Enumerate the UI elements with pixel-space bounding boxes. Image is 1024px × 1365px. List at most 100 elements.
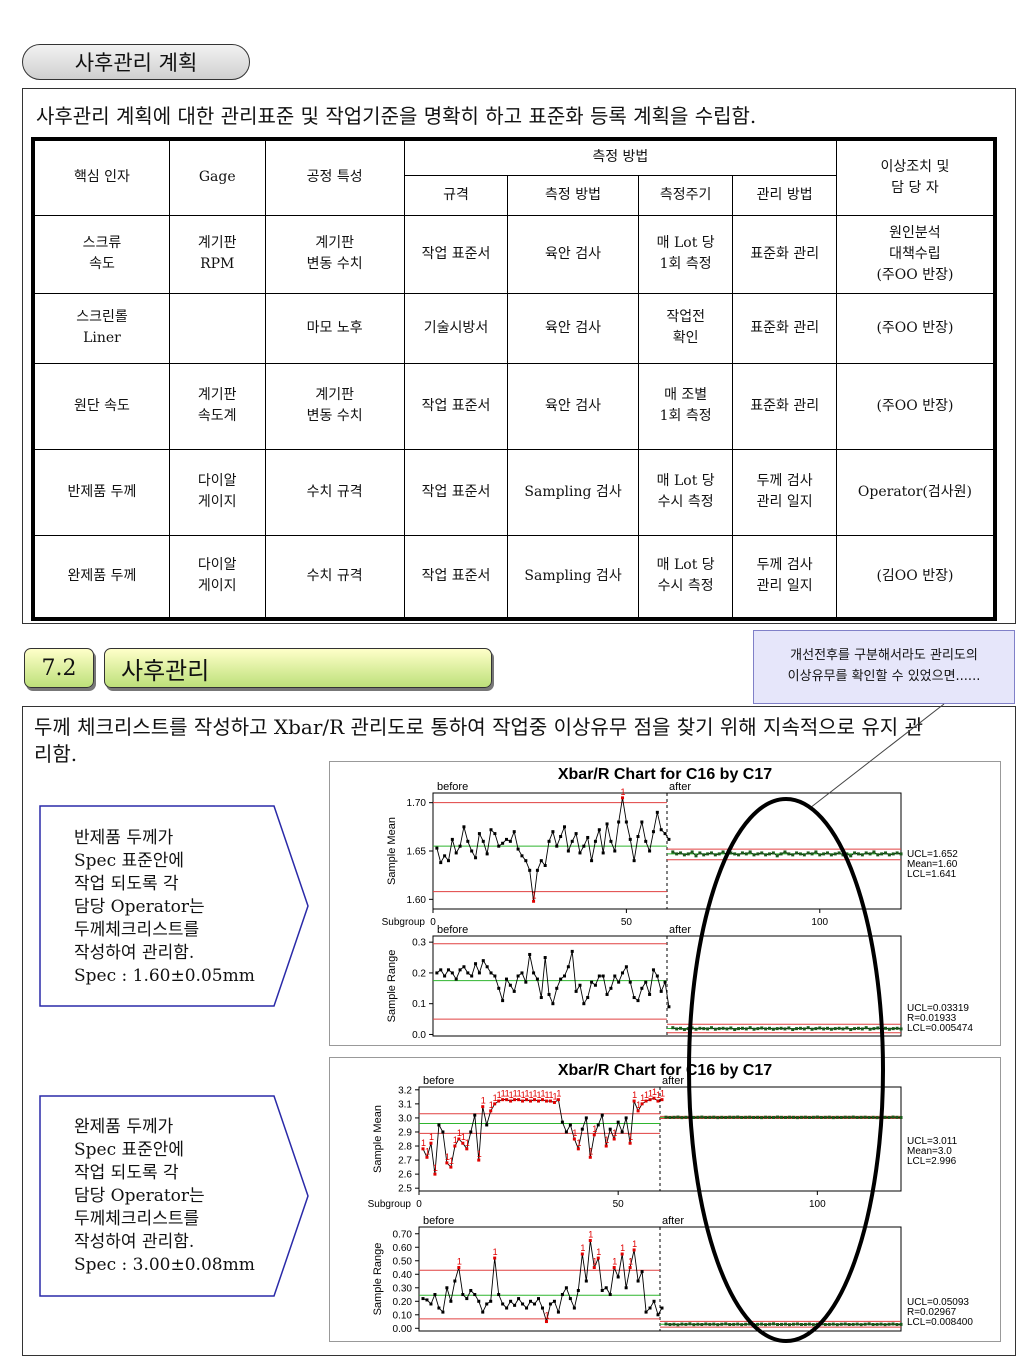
cell-key: 반제품 두께 — [32, 448, 170, 536]
data-point — [729, 851, 733, 855]
data-point — [616, 1120, 620, 1124]
data-point — [624, 965, 628, 969]
data-point — [680, 1116, 684, 1120]
data-point — [752, 1323, 756, 1327]
data-point — [552, 1299, 556, 1303]
data-point — [744, 852, 748, 856]
data-point — [462, 965, 466, 969]
data-point — [696, 1115, 700, 1119]
data-point — [584, 1116, 588, 1120]
out-of-control-flag: 1 — [537, 1090, 542, 1100]
data-point — [887, 853, 891, 857]
data-point — [883, 1115, 887, 1119]
data-point — [863, 1115, 867, 1119]
data-point — [597, 828, 601, 832]
data-point — [895, 851, 899, 855]
data-point — [891, 852, 895, 856]
data-point — [609, 986, 613, 990]
out-of-control-flag: 1 — [429, 1132, 434, 1142]
stage-label: after — [662, 1215, 684, 1227]
limit-label: LCL=0.005474 — [907, 1023, 973, 1034]
data-point — [501, 999, 505, 1003]
data-point — [713, 1027, 717, 1031]
data-point — [481, 1105, 485, 1109]
data-point — [787, 1026, 791, 1030]
limit-label: UCL=1.652 — [907, 849, 958, 860]
data-point — [802, 1027, 806, 1031]
y-tick-label: 2.6 — [398, 1170, 412, 1181]
data-point — [823, 1323, 827, 1327]
out-of-control-flag: 1 — [540, 1089, 545, 1099]
cell-gage: 다이알 게이지 — [168, 534, 266, 620]
data-point — [864, 1026, 868, 1030]
data-point — [640, 820, 644, 824]
data-point — [449, 1299, 453, 1303]
data-point — [764, 853, 768, 857]
y-tick-label: 0.50 — [393, 1256, 413, 1267]
data-point — [748, 1115, 752, 1119]
data-point — [437, 1306, 441, 1310]
data-point — [728, 1115, 732, 1119]
data-point — [584, 1279, 588, 1283]
data-point — [651, 830, 655, 834]
data-point — [725, 853, 729, 857]
data-point — [446, 968, 450, 972]
out-of-control-flag: 1 — [501, 1089, 506, 1099]
data-point — [779, 1322, 783, 1326]
data-point — [895, 1323, 899, 1327]
data-point — [604, 1144, 608, 1148]
data-point — [469, 1288, 473, 1292]
data-point — [586, 996, 590, 1000]
data-point — [704, 1322, 708, 1326]
data-point — [764, 1115, 768, 1119]
data-point — [810, 1027, 814, 1031]
y-axis-label: Sample Mean — [386, 817, 398, 885]
header-measure: 측정 방법 — [507, 174, 639, 216]
data-point — [620, 1252, 624, 1256]
out-of-control-flag: 1 — [592, 1257, 597, 1267]
x-tick-label: 0 — [416, 1199, 422, 1210]
section-heading: 사후관리 — [104, 648, 492, 688]
data-point — [636, 999, 640, 1003]
out-of-control-flag: 1 — [493, 1247, 498, 1257]
cell-process: 마모 노후 — [264, 292, 405, 364]
y-tick-label: 3.1 — [398, 1099, 412, 1110]
data-point — [806, 1026, 810, 1030]
out-of-control-flag: 1 — [449, 1156, 454, 1166]
followup-box — [22, 706, 1016, 1356]
data-point — [891, 1322, 895, 1326]
out-of-control-flag: 1 — [628, 1257, 633, 1267]
data-point — [505, 1306, 509, 1310]
data-point — [725, 1027, 729, 1031]
data-point — [871, 1115, 875, 1119]
data-point — [608, 1127, 612, 1131]
data-point — [664, 1115, 668, 1119]
data-point — [501, 841, 505, 845]
data-point — [605, 992, 609, 996]
data-point — [815, 1115, 819, 1119]
data-point — [457, 1266, 461, 1270]
data-point — [811, 1323, 815, 1327]
data-point — [529, 1299, 533, 1303]
data-point — [470, 849, 474, 853]
data-point — [592, 1133, 596, 1137]
header-method-group: 측정 방법 — [403, 138, 837, 176]
out-of-control-flag: 1 — [588, 1230, 593, 1240]
stage-label: before — [437, 781, 468, 793]
out-of-control-flag: 1 — [505, 1089, 510, 1099]
data-point — [632, 1248, 636, 1252]
data-point — [547, 992, 551, 996]
data-point — [640, 986, 644, 990]
data-point — [632, 1099, 636, 1103]
data-point — [875, 1322, 879, 1326]
data-point — [831, 1116, 835, 1120]
data-point — [833, 852, 837, 856]
limit-label: R=0.02967 — [907, 1307, 957, 1318]
data-point — [721, 1026, 725, 1030]
data-point — [437, 1123, 441, 1127]
out-of-control-flag: 1 — [461, 1132, 466, 1142]
data-point — [686, 1027, 690, 1031]
y-tick-label: 0.60 — [393, 1243, 413, 1254]
out-of-control-flag: 1 — [628, 1132, 633, 1142]
stage-label: after — [669, 781, 691, 793]
